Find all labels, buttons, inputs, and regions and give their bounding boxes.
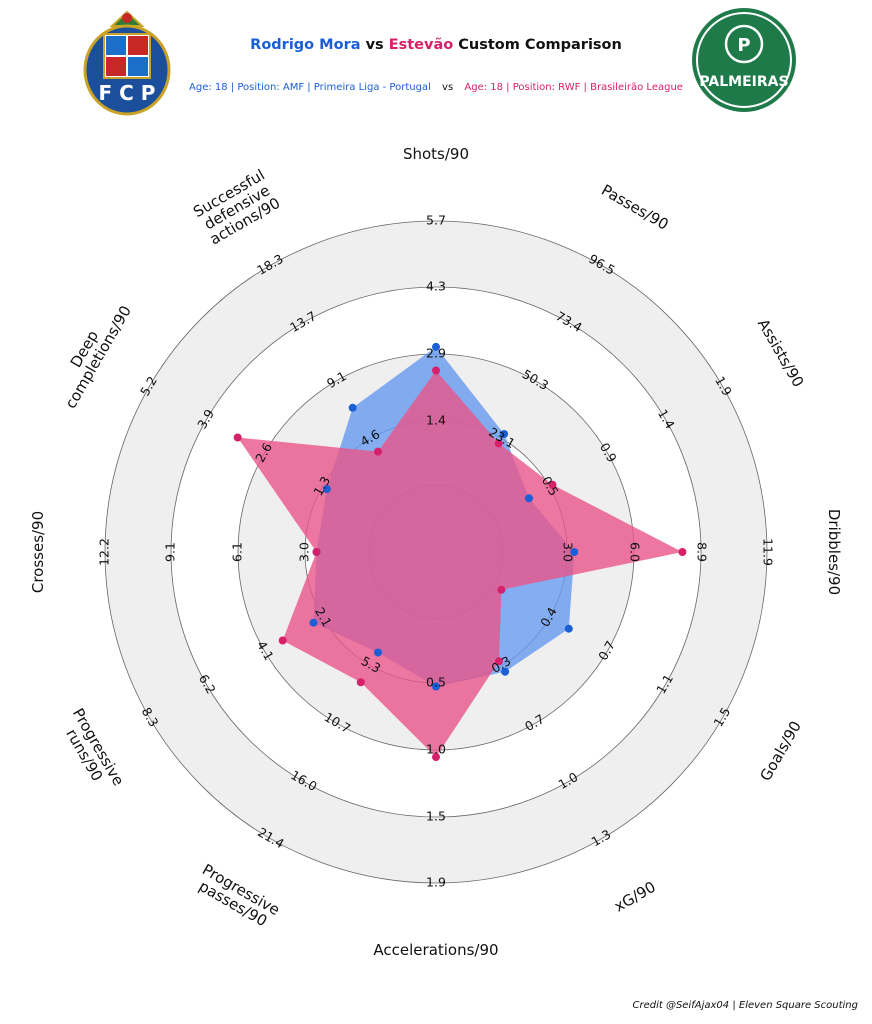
palmeiras-logo-text: PALMEIRAS xyxy=(699,74,788,90)
series-1-point-6 xyxy=(501,667,510,676)
title-suffix: Custom Comparison xyxy=(458,37,622,53)
tick-label: 0.5 xyxy=(426,675,446,690)
axis-label: Shots/90 xyxy=(403,145,469,163)
tick-label: 3.0 xyxy=(561,542,576,562)
player1-info: Age: 18 | Position: AMF | Primeira Liga … xyxy=(189,82,431,93)
axis-label: Progressiveruns/90 xyxy=(55,705,128,797)
tick-label: 8.9 xyxy=(695,542,710,562)
series-1-point-7 xyxy=(432,682,440,691)
title-vs: vs xyxy=(365,37,384,53)
tick-label: 2.9 xyxy=(426,346,446,361)
series-2-point-8 xyxy=(356,678,365,687)
tick-label: 1.5 xyxy=(426,809,446,824)
tick-label: 1.0 xyxy=(426,742,446,757)
series-1-point-8 xyxy=(374,648,382,657)
series-2-point-3 xyxy=(548,480,557,489)
series-2-point-9 xyxy=(278,636,287,645)
svg-text:P: P xyxy=(737,35,750,56)
tick-label: 1.9 xyxy=(426,875,446,890)
tick-label: 1.4 xyxy=(426,413,446,428)
tick-label: 5.7 xyxy=(426,213,446,228)
axis-label: Accelerations/90 xyxy=(373,941,498,959)
series-2-point-12 xyxy=(374,447,382,456)
fc-porto-logo: F C P xyxy=(82,4,172,116)
title-player2: Estevão xyxy=(388,37,454,53)
series-1-point-9 xyxy=(309,618,318,627)
tick-label: 12.2 xyxy=(97,538,112,566)
series-1-point-11 xyxy=(322,485,331,493)
fc-porto-crest-icon: F C P xyxy=(83,10,171,116)
tick-label: 4.3 xyxy=(426,279,446,294)
axis-label: Crosses/90 xyxy=(29,511,47,593)
tick-label: 9.1 xyxy=(163,542,178,562)
series-2-point-1 xyxy=(432,366,440,375)
series-2-point-4 xyxy=(678,548,687,556)
axis-label: Passes/90 xyxy=(598,181,671,234)
series-1-point-1 xyxy=(432,342,440,351)
series-1-point-5 xyxy=(564,624,573,633)
tick-label: 3.0 xyxy=(297,542,312,562)
ring-5 xyxy=(104,220,768,884)
axis-label: Progressivepasses/90 xyxy=(191,860,283,933)
tick-label: 6.1 xyxy=(230,542,245,562)
ring-4 xyxy=(170,286,702,818)
axis-label: Assists/90 xyxy=(754,316,807,391)
series-1-point-2 xyxy=(500,430,509,438)
series-1-point-12 xyxy=(348,403,357,412)
axis-label: xG/90 xyxy=(611,878,659,916)
axis-label: Dribbles/90 xyxy=(825,509,843,595)
page-title: Rodrigo Mora vs Estevão Custom Compariso… xyxy=(0,37,872,53)
series-2-point-10 xyxy=(312,548,321,556)
series-2-point-5 xyxy=(497,585,506,594)
palmeiras-crest-icon: P PALMEIRAS xyxy=(692,8,796,112)
series-1-point-3 xyxy=(525,494,533,503)
info-vs: vs xyxy=(442,82,454,93)
player2-info: Age: 18 | Position: RWF | Brasileirão Le… xyxy=(464,82,683,93)
series-2-area xyxy=(237,370,683,758)
series-2-point-6 xyxy=(495,657,503,666)
series-1-point-4 xyxy=(570,548,579,556)
tick-label: 11.9 xyxy=(761,538,776,566)
palmeiras-logo: P PALMEIRAS xyxy=(690,6,798,114)
subtitle: Age: 18 | Position: AMF | Primeira Liga … xyxy=(0,82,872,93)
credit: Credit @SeifAjax04 | Eleven Square Scout… xyxy=(632,1000,858,1011)
series-2-point-7 xyxy=(432,753,440,762)
axis-label: Successfuldefensiveactions/90 xyxy=(190,166,284,249)
axis-label: Goals/90 xyxy=(756,718,805,784)
series-2-point-2 xyxy=(494,439,503,448)
series-2-point-11 xyxy=(233,433,242,442)
header: F C P Rodrigo Mora vs Estevão Custom Com… xyxy=(0,0,872,130)
axis-label: Deepcompletions/90 xyxy=(48,294,135,411)
title-player1: Rodrigo Mora xyxy=(250,37,361,53)
tick-label: 6.0 xyxy=(628,542,643,562)
fc-porto-logo-text: F C P xyxy=(99,81,156,105)
radar-chart: 1.42.94.35.723.150.373.496.50.50.91.41.9… xyxy=(29,145,843,959)
